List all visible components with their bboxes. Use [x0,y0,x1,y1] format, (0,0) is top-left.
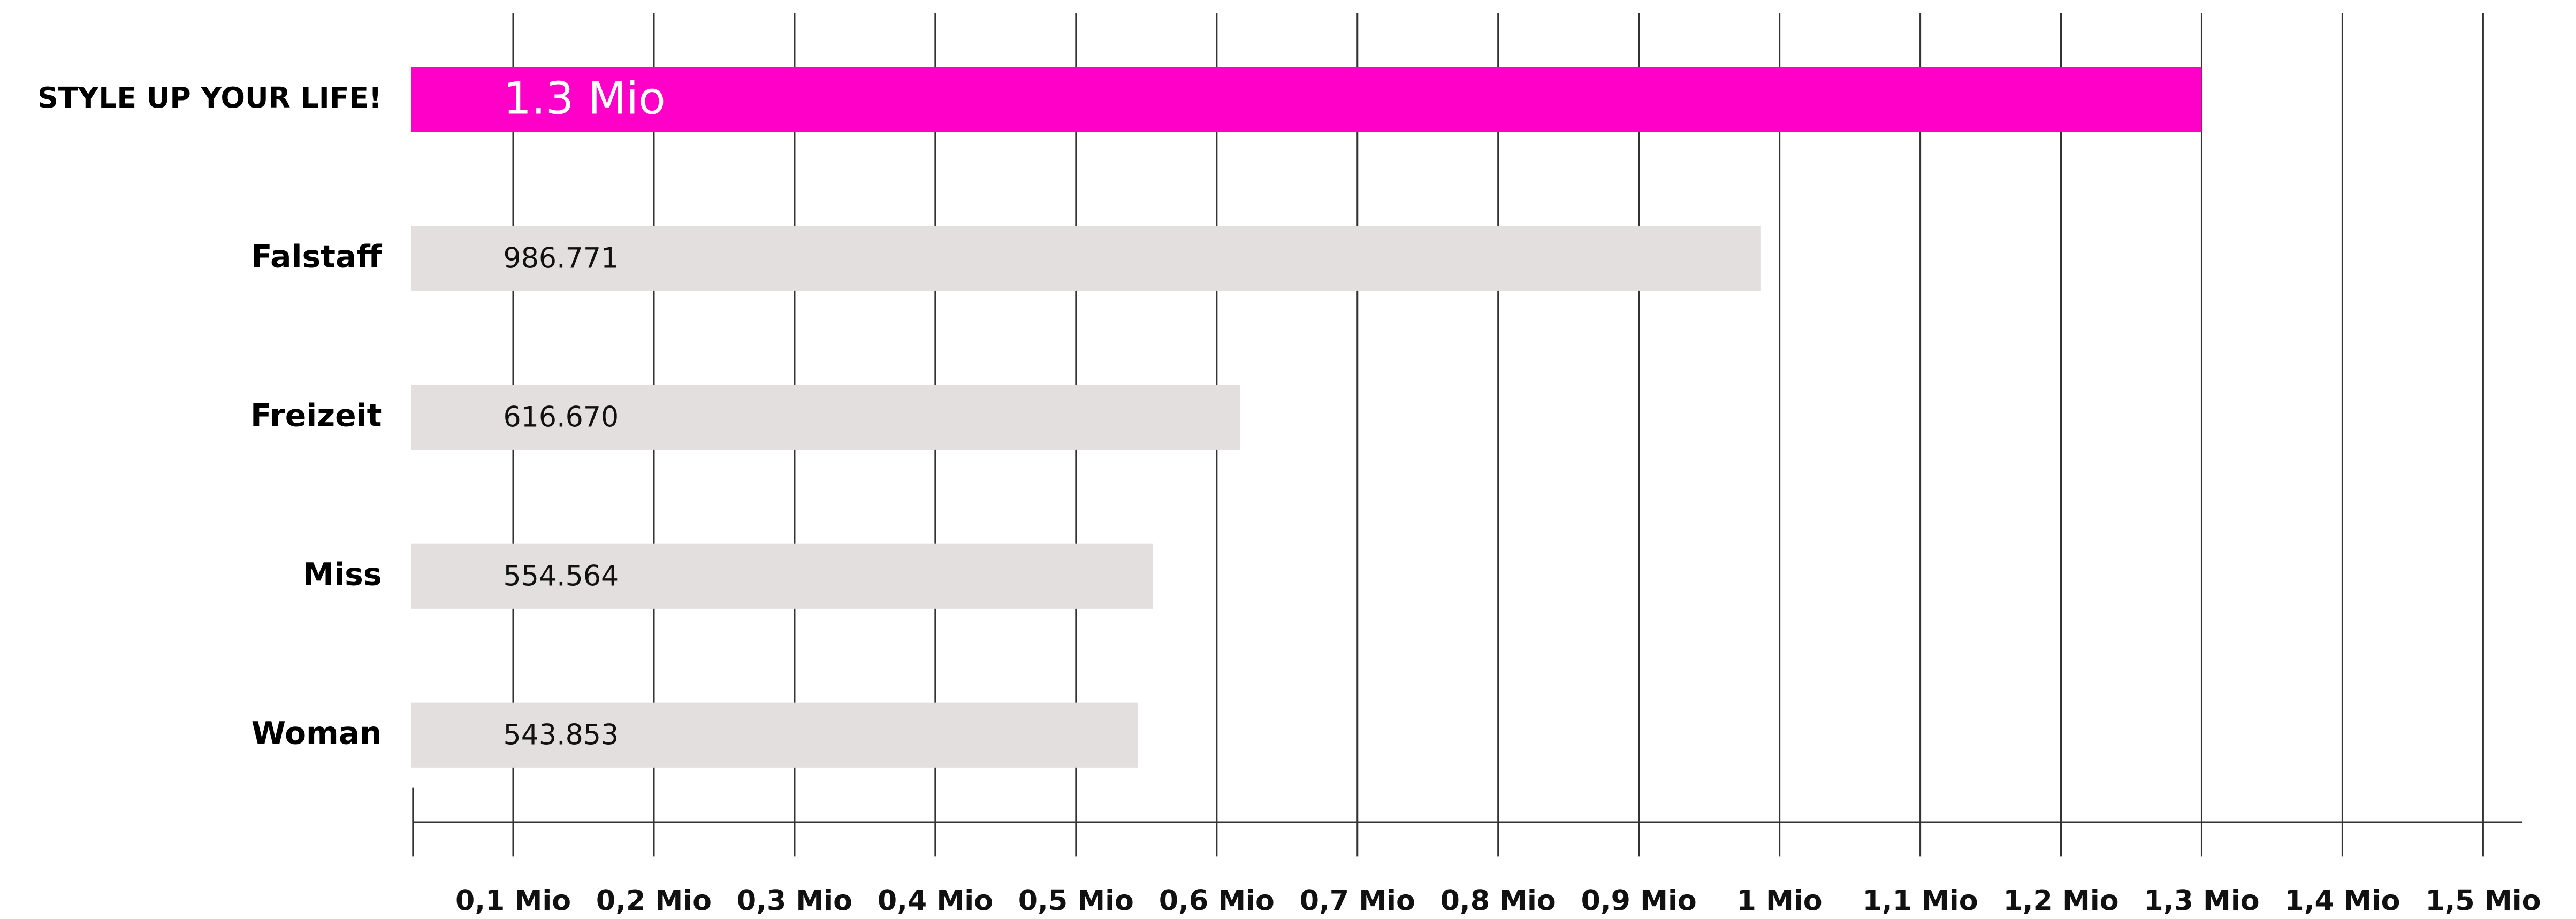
value-label: 616.670 [504,401,619,433]
category-label: Freizeit [250,397,382,433]
x-tick-label: 1 Mio [1737,885,1823,917]
x-tick-label: 0,3 Mio [737,885,852,917]
x-tick-label: 0,1 Mio [455,885,571,917]
x-tick-label: 0,8 Mio [1441,885,1556,917]
x-tick-label: 0,5 Mio [1018,885,1134,917]
x-tick-label: 0,7 Mio [1300,885,1415,917]
x-tick-label: 0,4 Mio [878,885,993,917]
bar [411,702,1138,768]
x-tick-label: 1,1 Mio [1863,885,1978,917]
value-label: 986.771 [504,242,619,274]
x-tick-label: 0,9 Mio [1581,885,1697,917]
value-label: 554.564 [504,560,619,592]
bar [411,226,1761,291]
x-tick-label: 1,3 Mio [2144,885,2259,917]
category-label: Miss [303,556,382,592]
x-tick-label: 1,4 Mio [2284,885,2400,917]
x-tick-label: 1,2 Mio [2003,885,2118,917]
bar [411,67,2202,132]
value-label: 543.853 [504,719,619,751]
category-label: STYLE UP YOUR LIFE! [37,81,382,114]
category-label: Falstaff [251,238,383,274]
x-tick-label: 0,6 Mio [1159,885,1275,917]
value-label: 1.3 Mio [504,72,666,124]
x-tick-label: 1,5 Mio [2425,885,2541,917]
bar [411,543,1153,609]
bar [411,385,1240,450]
x-tick-label: 0,2 Mio [596,885,712,917]
category-label: Woman [251,715,382,751]
